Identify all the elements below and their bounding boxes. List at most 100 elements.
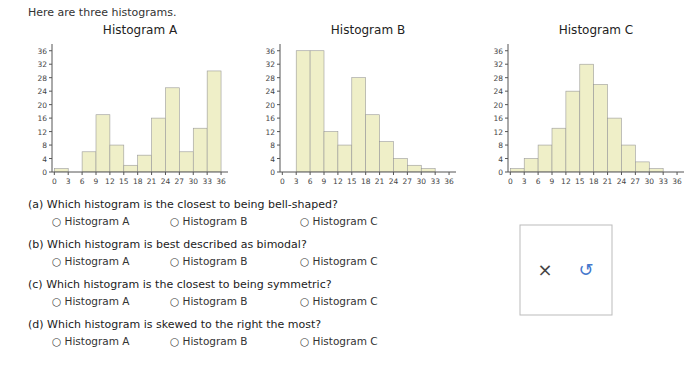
histogram-bar (179, 152, 193, 172)
y-tick (277, 104, 280, 105)
option[interactable]: ○ Histogram A (52, 215, 130, 227)
x-tick-label: 9 (550, 177, 555, 186)
histogram-bar (538, 145, 552, 172)
answer-button[interactable]: × (537, 259, 552, 280)
y-tick-label: 4 (42, 155, 47, 164)
histogram-bar (608, 118, 622, 172)
x-tick (663, 172, 664, 175)
option[interactable]: ○ Histogram A (52, 295, 130, 307)
x-tick (552, 172, 553, 175)
x-tick (593, 172, 594, 175)
y-tick-label: 0 (42, 168, 47, 177)
y-tick (49, 91, 52, 92)
histogram-bar (407, 165, 421, 172)
y-tick (505, 145, 508, 146)
y-tick-label: 0 (270, 168, 275, 177)
histogram-bar (138, 155, 152, 172)
histogram-bar (393, 159, 407, 172)
x-tick-label: 27 (175, 177, 185, 186)
y-tick-label: 32 (37, 60, 47, 69)
bars (54, 71, 221, 172)
x-tick (82, 172, 83, 175)
histogram-bar (649, 169, 663, 172)
x-tick-label: 33 (202, 177, 212, 186)
histogram-bar (296, 51, 310, 172)
option[interactable]: ○ Histogram C (300, 215, 378, 227)
answer-box (520, 225, 612, 315)
x-tick-label: 12 (561, 177, 571, 186)
x-tick-label: 0 (508, 177, 513, 186)
x-tick-label: 21 (147, 177, 157, 186)
y-axis-line (280, 44, 281, 172)
histogram-bar (580, 64, 594, 172)
x-tick-label: 30 (188, 177, 198, 186)
histogram-bar (82, 152, 96, 172)
option[interactable]: ○ Histogram C (300, 335, 378, 347)
x-tick-label: 15 (347, 177, 357, 186)
histogram-bar (510, 169, 524, 172)
x-axis-line (52, 172, 228, 173)
option[interactable]: ○ Histogram B (170, 215, 248, 227)
x-tick (510, 172, 511, 175)
y-tick-label: 32 (493, 60, 503, 69)
x-tick-label: 21 (603, 177, 613, 186)
answer-button[interactable]: ↺ (578, 259, 593, 280)
x-tick (123, 172, 124, 175)
x-tick-label: 0 (280, 177, 285, 186)
option[interactable]: ○ Histogram A (52, 255, 130, 267)
question: (b) Which histogram is best described as… (28, 238, 307, 251)
y-tick (49, 131, 52, 132)
y-tick-label: 8 (42, 141, 47, 150)
y-tick-label: 12 (37, 128, 47, 137)
histogram-bar (380, 142, 394, 172)
x-tick-label: 9 (322, 177, 327, 186)
option[interactable]: ○ Histogram C (300, 255, 378, 267)
y-tick (505, 118, 508, 119)
x-tick (607, 172, 608, 175)
histogram-panel: Histogram B03691215182124273033360481216… (265, 23, 456, 186)
x-tick (193, 172, 194, 175)
x-tick (421, 172, 422, 175)
x-tick-label: 36 (672, 177, 682, 186)
y-tick-label: 8 (270, 141, 275, 150)
histogram-bar (366, 115, 380, 172)
option[interactable]: ○ Histogram B (170, 255, 248, 267)
option[interactable]: ○ Histogram C (300, 295, 378, 307)
chart-title: Histogram B (331, 23, 405, 37)
x-tick-label: 15 (575, 177, 585, 186)
y-tick-label: 36 (493, 47, 503, 56)
y-tick (505, 64, 508, 65)
histogram-bar (352, 78, 366, 172)
x-tick-label: 15 (119, 177, 129, 186)
y-tick (49, 158, 52, 159)
x-tick (379, 172, 380, 175)
histogram-bar (421, 169, 435, 172)
y-tick (277, 77, 280, 78)
y-tick (505, 158, 508, 159)
x-tick-label: 18 (589, 177, 599, 186)
question: (d) Which histogram is skewed to the rig… (28, 318, 321, 331)
x-tick (579, 172, 580, 175)
option[interactable]: ○ Histogram A (52, 335, 130, 347)
histogram-bar (110, 145, 124, 172)
histogram-bar (124, 165, 138, 172)
y-tick (277, 172, 280, 173)
y-tick (277, 158, 280, 159)
option[interactable]: ○ Histogram B (170, 335, 248, 347)
histogram-bar (621, 145, 635, 172)
histogram-bar (207, 71, 221, 172)
figure: Here are three histograms. Histogram A 0 36… (0, 0, 700, 372)
header-text: Here are three histograms. (28, 6, 176, 19)
histogram-bar (594, 84, 608, 172)
x-tick (435, 172, 436, 175)
y-tick-label: 12 (493, 128, 503, 137)
x-tick (151, 172, 152, 175)
y-tick-label: 12 (265, 128, 275, 137)
y-tick-label: 0 (498, 168, 503, 177)
chart-title: Histogram A (103, 23, 178, 37)
option[interactable]: ○ Histogram B (170, 295, 248, 307)
y-tick-label: 36 (37, 47, 47, 56)
x-tick (165, 172, 166, 175)
x-axis-line (508, 172, 684, 173)
x-tick (179, 172, 180, 175)
